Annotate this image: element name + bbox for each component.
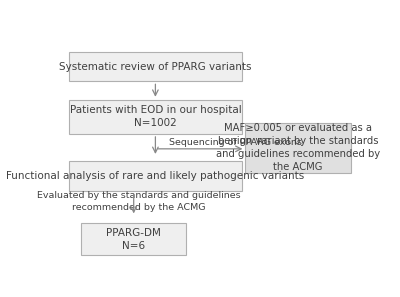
Text: PPARG-DM
N=6: PPARG-DM N=6 bbox=[106, 228, 161, 251]
Text: Systematic review of PPARG variants: Systematic review of PPARG variants bbox=[59, 61, 252, 72]
Text: Evaluated by the standards and guidelines
recommended by the ACMG: Evaluated by the standards and guideline… bbox=[36, 191, 240, 212]
FancyBboxPatch shape bbox=[81, 223, 186, 255]
FancyBboxPatch shape bbox=[69, 52, 242, 81]
Text: MAF≥0.005 or evaluated as a
benign variant by the standards
and guidelines recom: MAF≥0.005 or evaluated as a benign varia… bbox=[216, 123, 380, 173]
Text: Functional analysis of rare and likely pathogenic variants: Functional analysis of rare and likely p… bbox=[6, 171, 304, 181]
Text: Patients with EOD in our hospital
N=1002: Patients with EOD in our hospital N=1002 bbox=[70, 105, 241, 128]
Text: Sequencing of PPARG exons: Sequencing of PPARG exons bbox=[169, 138, 302, 146]
FancyBboxPatch shape bbox=[69, 100, 242, 134]
FancyBboxPatch shape bbox=[69, 162, 242, 191]
FancyBboxPatch shape bbox=[245, 123, 351, 173]
